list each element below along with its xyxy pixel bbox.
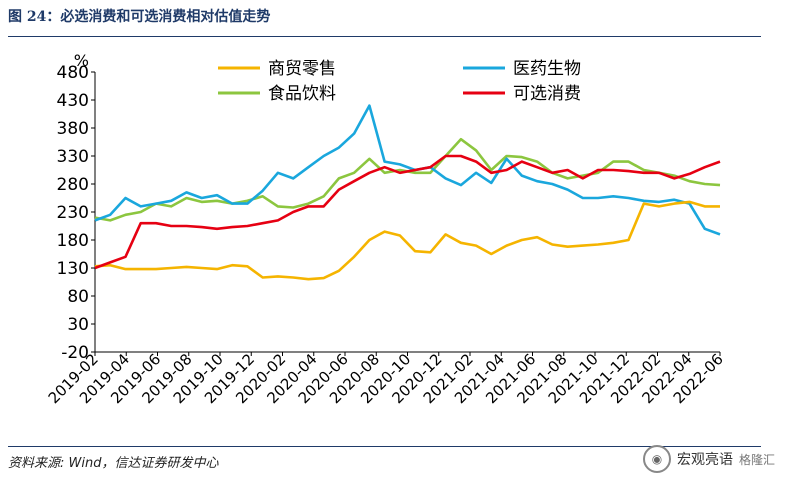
series-line-2: [94, 104, 721, 236]
wechat-logo-icon: ◉: [642, 445, 671, 473]
legend-label: 商贸零售: [268, 59, 336, 79]
y-tick-label: 230: [57, 203, 89, 223]
legend-label: 医药生物: [513, 59, 581, 79]
title-rule: [8, 36, 761, 37]
y-tick-label: 430: [57, 91, 89, 111]
y-tick-label: 380: [57, 119, 89, 139]
bottom-rule: [8, 446, 761, 447]
y-tick-label: 130: [57, 259, 89, 279]
legend-label: 可选消费: [513, 84, 581, 104]
series-line-4: [94, 154, 721, 270]
legend-label: 食品饮料: [268, 84, 336, 104]
chart-lines: [94, 104, 721, 281]
y-tick-label: 80: [67, 287, 89, 307]
y-tick-label: -20: [61, 343, 89, 363]
series-line-1: [94, 200, 720, 281]
chart-axes: -203080130180230280330380430480%2019-022…: [45, 51, 727, 407]
y-axis-unit: %: [74, 51, 89, 70]
y-tick-label: 180: [57, 231, 89, 251]
y-tick-label: 280: [57, 175, 89, 195]
y-tick-label: 30: [67, 315, 89, 335]
y-tick-label: 330: [57, 147, 89, 167]
series-line-3: [94, 137, 721, 222]
source-note: 资料来源: Wind，信达证券研发中心: [8, 456, 219, 471]
figure-title: 图 24：必选消费和可选消费相对估值走势: [8, 9, 271, 25]
watermark: ◉ 宏观亮语 格隆汇: [642, 445, 775, 473]
watermark-name: 宏观亮语: [676, 452, 733, 468]
y-tick-label: 480: [57, 63, 89, 83]
watermark-badge: 格隆汇: [738, 452, 775, 467]
